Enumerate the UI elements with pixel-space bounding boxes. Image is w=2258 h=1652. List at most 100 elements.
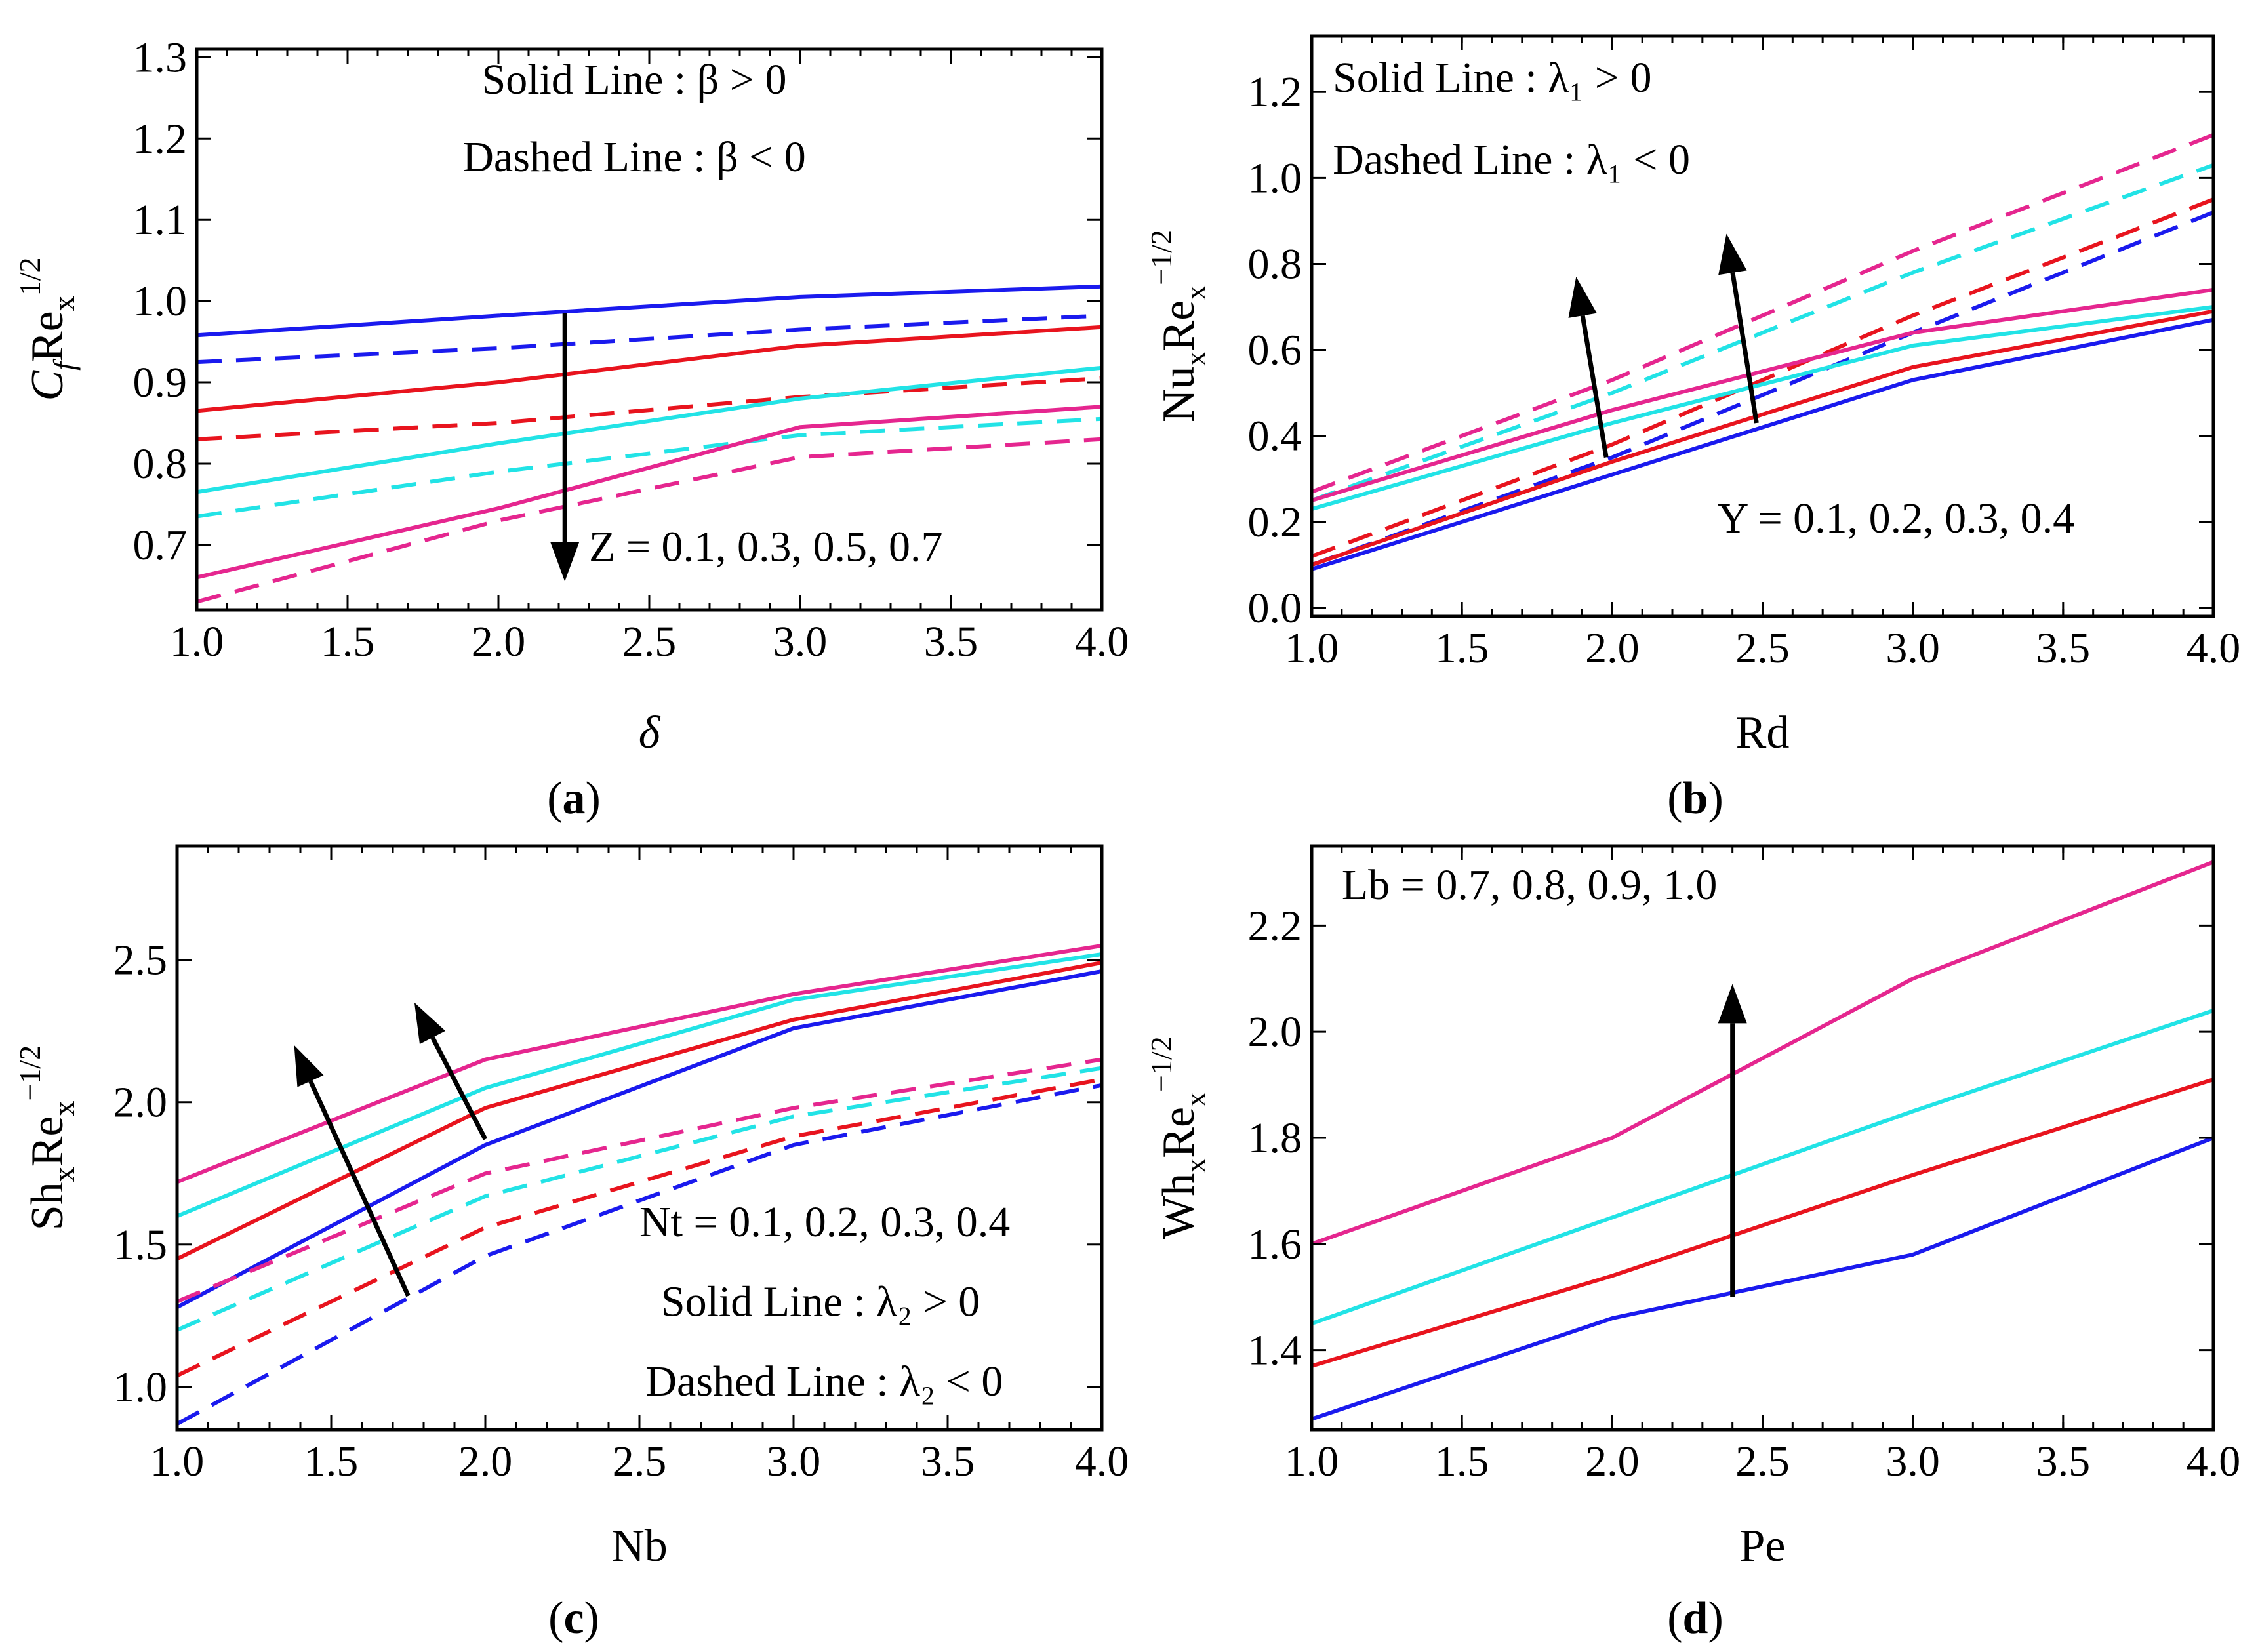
panel-c: 1.0 1.5 2.0 2.5 3.0 3.5 4.01.01.52.02.5NbShxRe… [13, 844, 1129, 1643]
series-line-cyan-solid [1312, 305, 2213, 511]
series-line-red-solid [1312, 1078, 2213, 1368]
x-tick-label: 1.0 [1285, 624, 1339, 672]
series-line-cyan-solid [1312, 1008, 2213, 1326]
caption-letter: b [1683, 773, 1708, 824]
panel-b: 1.0 1.5 2.0 2.5 3.0 3.5 4.0 0.0 0.2 0.4 0.6 0.8 1.0 1… [1144, 34, 2240, 824]
x-axis-label: Nb [611, 1521, 668, 1571]
series-line-cyan-solid [197, 365, 1102, 494]
annotation-text: Dashed Line : λ₁ < 0 [1333, 136, 1690, 184]
series-line-cyan-dashed [1312, 163, 2213, 502]
series-line-red-dashed [177, 1078, 1102, 1378]
y-axis-label-sub2: x [1179, 285, 1212, 300]
y-tick-label: 1.0 [113, 1363, 168, 1411]
y-axis-label-main: Nu [1154, 366, 1204, 422]
annotation-text: Lb = 0.7, 0.8, 0.9, 1.0 [1342, 861, 1718, 909]
series-line-magenta-solid [1312, 287, 2213, 502]
y-axis-label-sub2: x [1179, 1092, 1212, 1107]
caption-open: ( [1667, 1593, 1682, 1643]
x-tick-label: 4.0 [2187, 1438, 2241, 1485]
y-axis-label-mid: Re [22, 311, 73, 362]
panel-caption: (d) [1667, 1593, 1724, 1643]
series-line-blue-dashed [1312, 211, 2213, 567]
series-group [1312, 860, 2213, 1421]
y-axis-label-sup: −1/2 [13, 1045, 47, 1101]
trend-arrow-head [414, 1002, 446, 1045]
panel-caption: (b) [1667, 773, 1724, 824]
series-line-red-dashed [1312, 197, 2213, 559]
caption-open: ( [547, 773, 562, 824]
annotation-text: Solid Line : β > 0 [482, 56, 787, 104]
x-tick-label: 1.5 [1435, 1438, 1489, 1485]
series-line-blue-solid [197, 284, 1102, 338]
series-line-blue-solid [1312, 317, 2213, 571]
y-tick-label: 1.6 [1248, 1220, 1302, 1268]
series-line-red-solid [197, 325, 1102, 413]
y-axis-label-sup: −1/2 [1144, 1036, 1178, 1092]
trend-arrow-head [550, 542, 580, 582]
y-tick-label: 2.0 [113, 1079, 168, 1127]
y-axis-label-mid: Re [1154, 300, 1204, 352]
y-axis-label-mid: Re [22, 1116, 73, 1167]
series-group [177, 944, 1102, 1426]
y-tick-label: 1.4 [1248, 1327, 1302, 1375]
x-tick-label: 2.0 [458, 1438, 513, 1485]
y-tick-label: 2.0 [1248, 1008, 1302, 1056]
series-line-blue-dashed [197, 313, 1102, 365]
y-axis-label-sub2: x [47, 296, 81, 311]
caption-letter: c [563, 1593, 584, 1643]
caption-close: ) [1708, 773, 1723, 824]
annotation-text: Nt = 0.1, 0.2, 0.3, 0.4 [639, 1198, 1010, 1246]
plot-frame [175, 844, 1104, 1432]
y-axis-label-sup: 1/2 [13, 257, 47, 296]
x-tick-label: 2.0 [1585, 624, 1640, 672]
x-tick-label: 3.0 [1885, 1438, 1940, 1485]
x-tick-label: 1.0 [1285, 1438, 1339, 1485]
caption-close: ) [1708, 1593, 1723, 1643]
annotation-text: Dashed Line : β < 0 [462, 133, 806, 181]
y-tick-label: 2.2 [1248, 902, 1302, 950]
y-tick-label: 0.6 [1248, 327, 1302, 374]
panel-caption: (c) [548, 1593, 599, 1643]
series-line-magenta-dashed [1312, 133, 2213, 494]
y-axis-label-sup: −1/2 [1144, 230, 1178, 285]
trend-arrow [1730, 272, 1759, 424]
caption-letter: a [563, 773, 586, 824]
y-tick-label: 1.1 [133, 196, 188, 244]
y-tick-label: 1.0 [1248, 154, 1302, 202]
series-line-red-solid [1312, 309, 2213, 567]
caption-close: ) [584, 1593, 599, 1643]
series-line-red-solid [177, 961, 1102, 1261]
series-line-cyan-solid [177, 952, 1102, 1219]
y-axis-label-sub1: x [1179, 1158, 1212, 1173]
y-axis-label-sub1: x [1179, 351, 1212, 366]
x-tick-label: 1.0 [150, 1438, 205, 1485]
series-line-blue-dashed [177, 1083, 1102, 1426]
y-axis-label-main: C [22, 370, 73, 401]
annotation-text: Υ = 0.1, 0.2, 0.3, 0.4 [1718, 494, 2074, 542]
panel-d: 1.0 1.5 2.0 2.5 3.0 3.5 4.0 1.4 1.6 1.8 2.0 2.2 Pe Wh… [1144, 844, 2241, 1643]
series-line-magenta-dashed [197, 437, 1102, 604]
annotation-text: Solid Line : λ₂ > 0 [661, 1278, 980, 1325]
panel-a: 1.0 1.5 2.0 2.5 3.0 3.5 4.0 0.7 0.8 0.9 1.0 1.1 1.2 1… [13, 33, 1129, 824]
x-tick-label: 2.0 [1585, 1438, 1640, 1485]
trend-arrow-head [1568, 277, 1597, 318]
y-axis-label-mid: Re [1154, 1107, 1204, 1158]
caption-open: ( [1667, 773, 1682, 824]
series-line-magenta-dashed [177, 1057, 1102, 1304]
x-tick-label: 2.5 [613, 1438, 667, 1485]
trend-arrow [430, 1036, 488, 1140]
x-tick-label: 1.5 [321, 618, 375, 666]
plot-frame [1310, 844, 2215, 1432]
x-tick-label: 2.5 [1735, 1438, 1790, 1485]
series-line-cyan-dashed [177, 1066, 1102, 1332]
series-group [197, 284, 1102, 604]
x-tick-label: 2.5 [622, 618, 677, 666]
series-line-magenta-solid [1312, 860, 2213, 1246]
x-tick-label: 3.5 [924, 618, 978, 666]
series-line-blue-solid [177, 969, 1102, 1309]
y-axis-label-sub2: x [47, 1101, 81, 1116]
series-line-magenta-solid [197, 405, 1102, 580]
y-tick-label: 1.2 [1248, 68, 1302, 116]
x-tick-label: 1.5 [304, 1438, 359, 1485]
